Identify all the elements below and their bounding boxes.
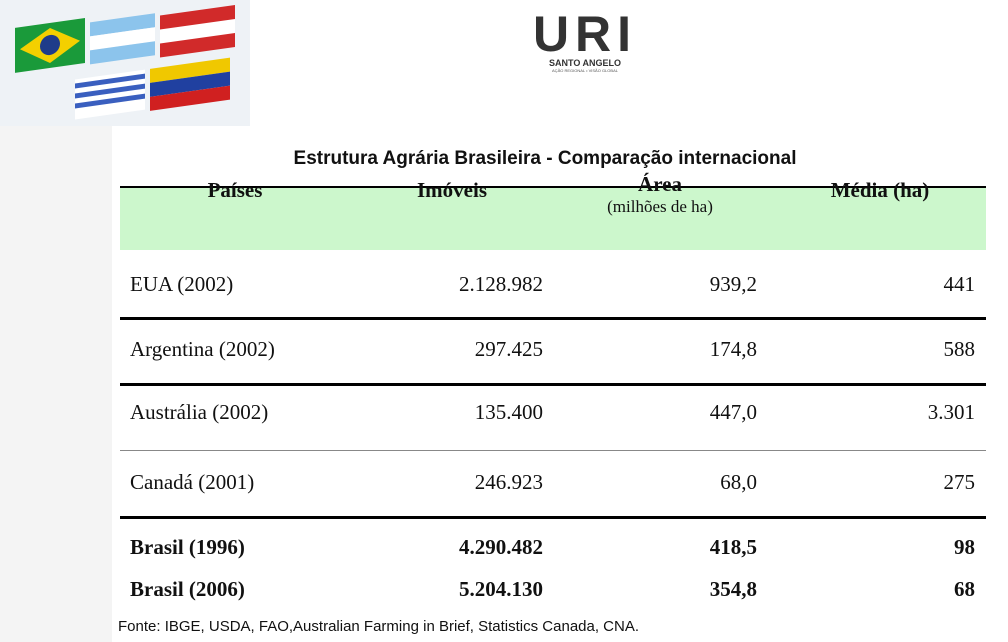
table-cell: EUA (2002) <box>130 272 233 297</box>
table-cell: 5.204.130 <box>343 577 543 602</box>
table-cell: 447,0 <box>557 400 757 425</box>
table-cell: 3.301 <box>775 400 975 425</box>
column-label: Países <box>208 178 263 202</box>
column-header: Imóveis <box>342 178 562 203</box>
flags-image <box>0 0 250 126</box>
table-cell: 418,5 <box>557 535 757 560</box>
table-cell: 441 <box>775 272 975 297</box>
table-cell: 246.923 <box>343 470 543 495</box>
table-cell: Austrália (2002) <box>130 400 268 425</box>
table-cell: 174,8 <box>557 337 757 362</box>
table-cell: 939,2 <box>557 272 757 297</box>
table-cell: 275 <box>775 470 975 495</box>
table-cell: Argentina (2002) <box>130 337 275 362</box>
table-cell: Brasil (1996) <box>130 535 245 560</box>
rule <box>120 383 986 386</box>
logo-subtitle: SANTO ANGELO <box>505 58 665 68</box>
table-cell: Canadá (2001) <box>130 470 254 495</box>
column-header: Média (ha) <box>770 178 990 203</box>
rule <box>120 450 986 451</box>
table-cell: 2.128.982 <box>343 272 543 297</box>
source: Fonte: IBGE, USDA, FAO,Australian Farmin… <box>118 618 639 635</box>
logo: URI SANTO ANGELO AÇÃO REGIONAL • VISÃO G… <box>505 10 665 73</box>
table-cell: Brasil (2006) <box>130 577 245 602</box>
column-label: Área <box>638 172 682 196</box>
table-cell: 354,8 <box>557 577 757 602</box>
table-title: Estrutura Agrária Brasileira - Comparaçã… <box>0 148 1008 170</box>
logo-motto: AÇÃO REGIONAL • VISÃO GLOBAL <box>505 68 665 73</box>
table-cell: 588 <box>775 337 975 362</box>
rule <box>120 317 986 320</box>
table-cell: 135.400 <box>343 400 543 425</box>
slide: URI SANTO ANGELO AÇÃO REGIONAL • VISÃO G… <box>0 0 1008 642</box>
table-cell: 297.425 <box>343 337 543 362</box>
column-label: Média (ha) <box>831 178 930 202</box>
table-cell: 68 <box>775 577 975 602</box>
margin <box>0 125 112 642</box>
table-cell: 98 <box>775 535 975 560</box>
rule <box>120 516 986 519</box>
table-cell: 4.290.482 <box>343 535 543 560</box>
column-label: Imóveis <box>417 178 487 202</box>
column-header: Países <box>125 178 345 203</box>
column-header: Área(milhões de ha) <box>550 172 770 217</box>
table-cell: 68,0 <box>557 470 757 495</box>
logo-title: URI <box>505 10 665 58</box>
column-sublabel: (milhões de ha) <box>550 197 770 217</box>
